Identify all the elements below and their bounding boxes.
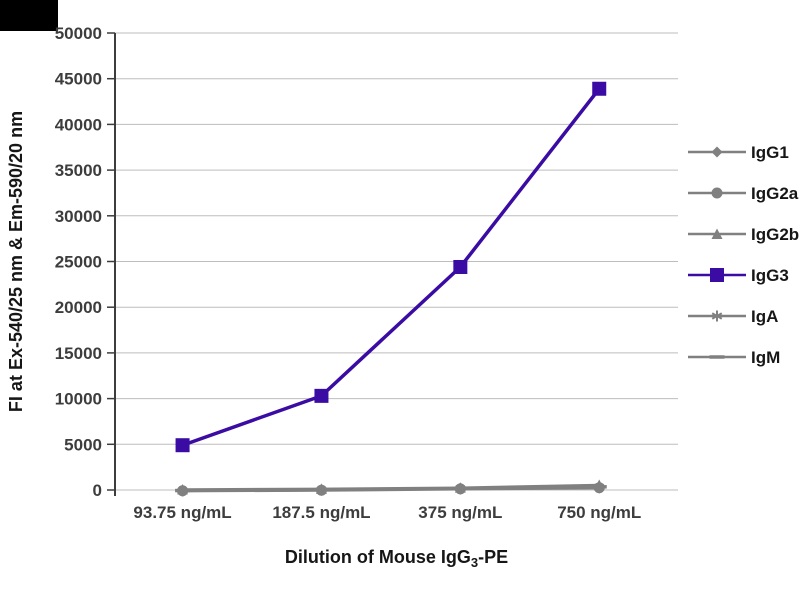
y-tick-label: 5000: [64, 435, 102, 454]
legend-item-IgG2a: IgG2a: [688, 184, 799, 203]
legend-marker-IgG1: [711, 146, 723, 158]
legend-item-IgM: IgM: [688, 348, 780, 367]
legend-item-IgA: IgA: [688, 307, 778, 326]
x-tick-label: 187.5 ng/mL: [272, 503, 370, 522]
legend-label-IgG2a: IgG2a: [751, 184, 799, 203]
y-tick-label: 10000: [55, 390, 102, 409]
legend-item-IgG2b: IgG2b: [688, 225, 799, 244]
legend-label-IgG1: IgG1: [751, 143, 789, 162]
legend-marker-IgA: [711, 310, 723, 322]
x-axis-title: Dilution of Mouse IgG3-PE: [285, 547, 508, 570]
y-tick-label: 50000: [55, 24, 102, 43]
y-tick-label: 45000: [55, 70, 102, 89]
legend-item-IgG1: IgG1: [688, 143, 789, 162]
y-tick-label: 30000: [55, 207, 102, 226]
series-line-IgG3: [181, 87, 601, 447]
x-tick-label: 750 ng/mL: [557, 503, 641, 522]
y-tick-label: 25000: [55, 253, 102, 272]
corner-mark: [0, 0, 58, 31]
series-line-IgM: [182, 485, 600, 492]
y-tick-label: 0: [93, 481, 102, 500]
marker-IgG3-0: [175, 438, 190, 453]
legend-marker-IgG2b: [711, 228, 723, 239]
x-tick-label: 93.75 ng/mL: [133, 503, 231, 522]
legend-item-IgG3: IgG3: [688, 266, 789, 285]
x-tick-label: 375 ng/mL: [418, 503, 502, 522]
y-tick-label: 20000: [55, 298, 102, 317]
y-tick-label: 40000: [55, 115, 102, 134]
y-axis-title: FI at Ex-540/25 nm & Em-590/20 nm: [6, 111, 26, 412]
legend-label-IgA: IgA: [751, 307, 778, 326]
legend-marker-IgG3: [710, 268, 724, 282]
legend-label-IgM: IgM: [751, 348, 780, 367]
y-tick-label: 35000: [55, 161, 102, 180]
legend-marker-IgG2a: [711, 187, 723, 199]
y-tick-label: 15000: [55, 344, 102, 363]
marker-IgG3-2: [453, 259, 468, 274]
legend-label-IgG2b: IgG2b: [751, 225, 799, 244]
legend-label-IgG3: IgG3: [751, 266, 789, 285]
marker-IgG3-1: [314, 388, 329, 403]
marker-IgG3-3: [592, 81, 607, 96]
